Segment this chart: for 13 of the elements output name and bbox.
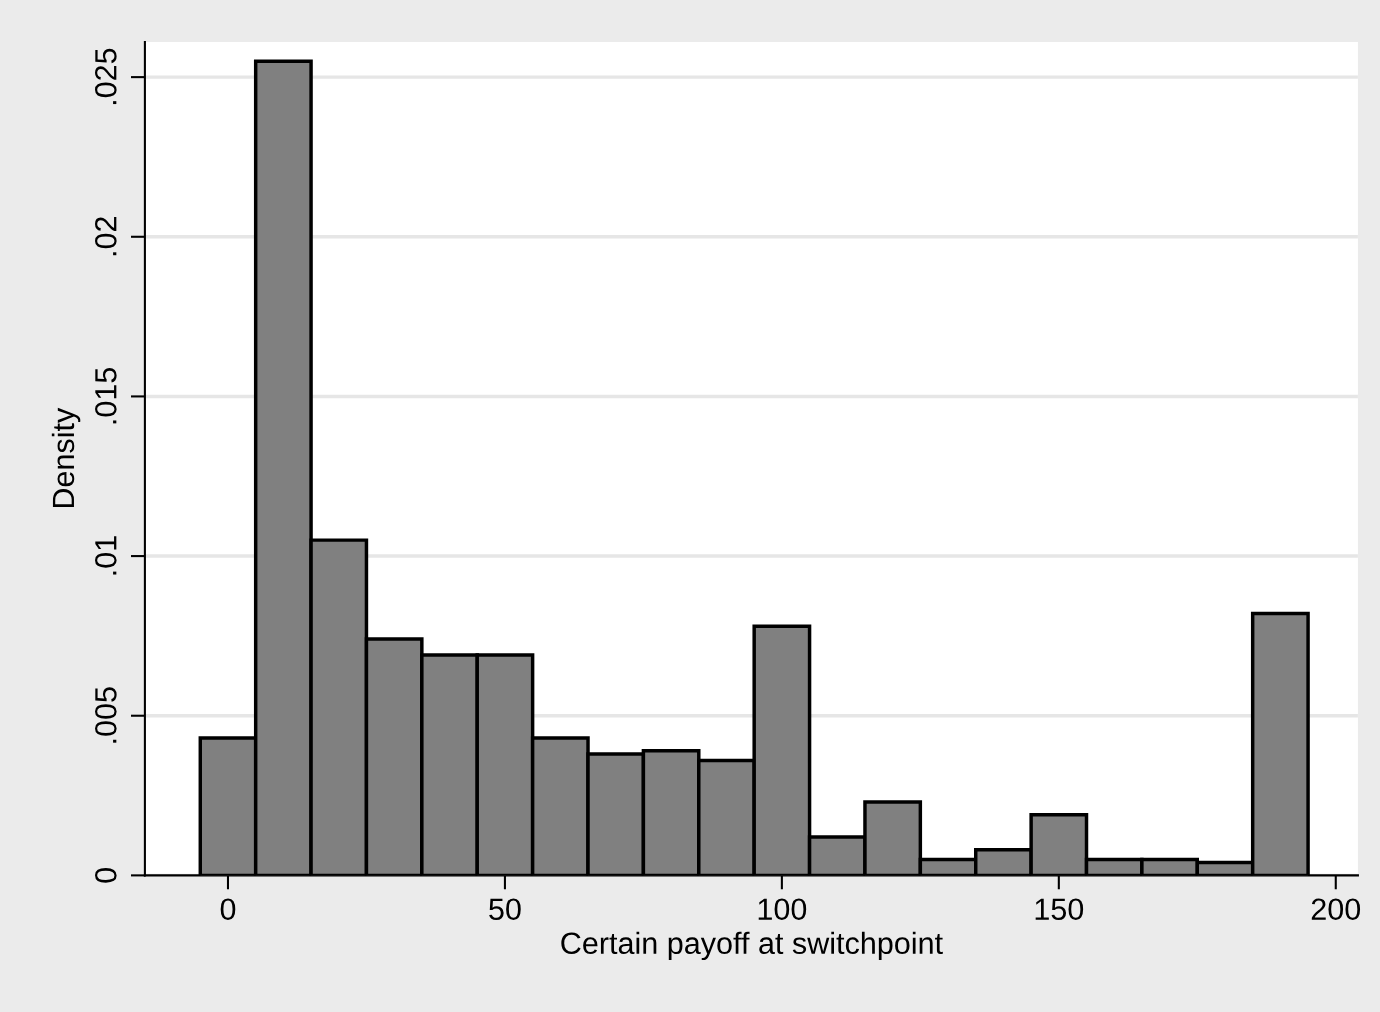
x-tick-label: 100 [758, 898, 807, 921]
x-tick-label: 50 [489, 898, 521, 921]
y-tick-label: .025 [95, 48, 117, 105]
y-tick-label: .01 [95, 536, 117, 575]
x-tick-label: 150 [1035, 898, 1084, 921]
y-tick-label: .015 [95, 367, 117, 424]
y-tick-label: .02 [95, 217, 117, 256]
y-axis-title: Density [51, 407, 81, 508]
x-axis-title: Certain payoff at switchpoint [561, 931, 943, 961]
x-tick-label: 200 [1311, 898, 1361, 921]
y-tick-label: .005 [95, 687, 117, 743]
x-tick-label: 0 [220, 898, 236, 921]
y-tick-label: 0 [95, 868, 117, 883]
